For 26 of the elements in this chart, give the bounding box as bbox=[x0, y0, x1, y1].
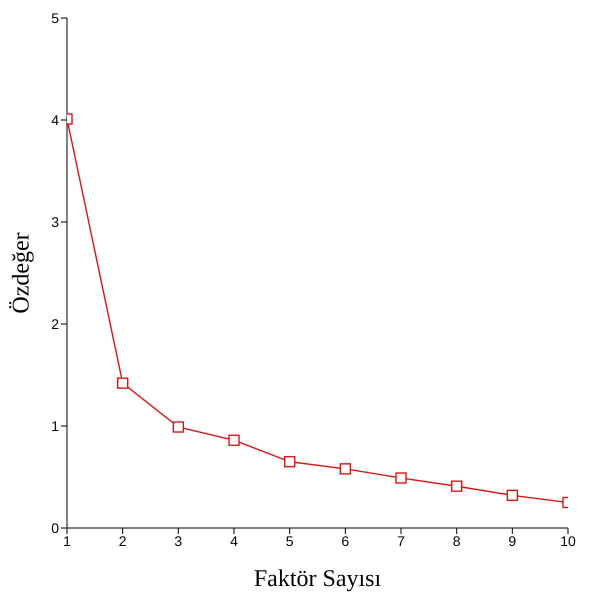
y-tick-label: 0 bbox=[51, 520, 60, 536]
x-tick-label: 9 bbox=[508, 532, 516, 549]
x-axis-title: Faktör Sayısı bbox=[254, 566, 382, 592]
point bbox=[228, 434, 240, 446]
point bbox=[451, 480, 462, 492]
x-tick-label: 5 bbox=[286, 532, 294, 549]
y-tick-label: 4 bbox=[51, 112, 60, 128]
x-tick-label: 4 bbox=[230, 532, 238, 549]
y-tick-label: 3 bbox=[51, 214, 60, 230]
point bbox=[506, 490, 518, 502]
x-tick-label: 7 bbox=[397, 532, 406, 549]
y-tick-label: 1 bbox=[51, 418, 60, 434]
y-tick-label: 5 bbox=[51, 10, 60, 26]
point bbox=[340, 463, 351, 474]
point bbox=[284, 456, 296, 468]
x-tick-label: 6 bbox=[341, 532, 350, 549]
x-tick-label: 8 bbox=[452, 532, 461, 549]
y-tick-label: 2 bbox=[51, 316, 60, 332]
point bbox=[172, 421, 184, 433]
point bbox=[117, 378, 128, 389]
x-tick-label: 10 bbox=[560, 532, 576, 549]
x-tick-label: 2 bbox=[118, 532, 127, 549]
x-tick-label: 1 bbox=[63, 532, 72, 549]
point bbox=[395, 472, 407, 484]
y-axis-title: Özdeğer bbox=[8, 232, 35, 314]
x-tick-label: 3 bbox=[174, 532, 182, 549]
